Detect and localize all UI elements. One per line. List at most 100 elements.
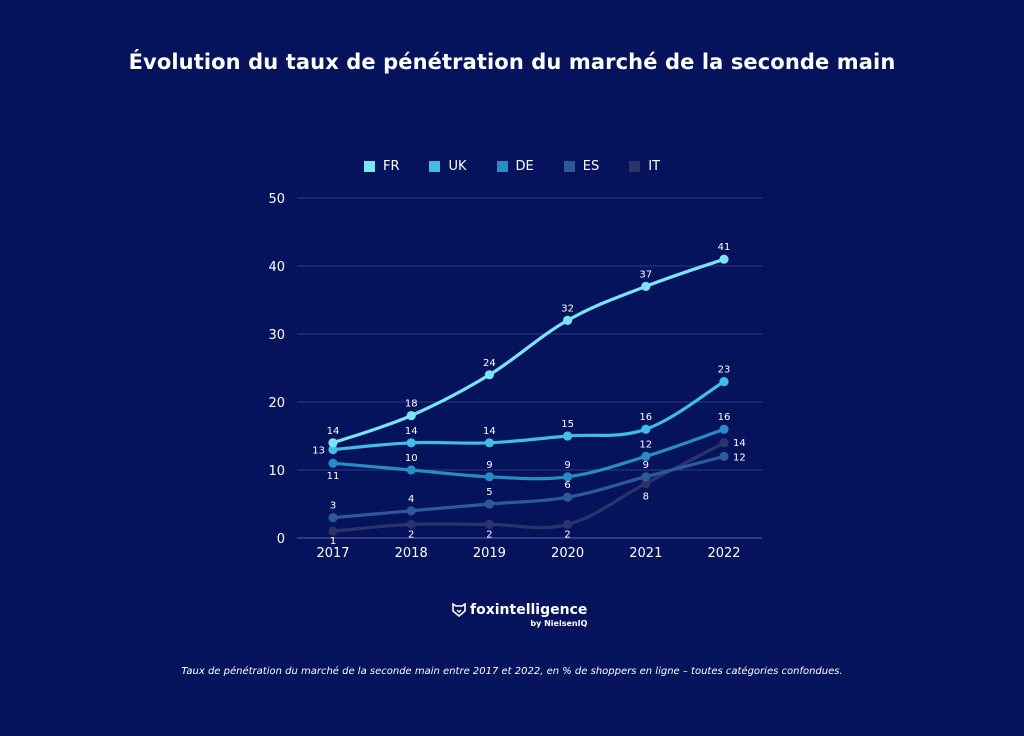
data-label: 12 bbox=[639, 439, 652, 450]
data-label: 5 bbox=[486, 487, 492, 498]
data-point bbox=[406, 519, 416, 530]
x-tick-label: 2019 bbox=[473, 546, 506, 561]
logo-name: foxintelligence bbox=[470, 602, 588, 618]
data-point bbox=[641, 424, 651, 434]
legend-swatch bbox=[629, 161, 641, 172]
foxintelligence-logo: foxintelligence by NielsenIQ bbox=[452, 602, 587, 628]
data-point bbox=[719, 377, 729, 387]
data-label: 8 bbox=[643, 492, 649, 503]
data-point bbox=[484, 472, 494, 482]
data-label: 23 bbox=[718, 365, 731, 376]
data-label: 14 bbox=[733, 438, 746, 449]
data-point bbox=[563, 519, 573, 530]
data-label: 9 bbox=[486, 460, 492, 471]
x-tick-label: 2022 bbox=[707, 546, 740, 561]
data-point bbox=[641, 281, 651, 291]
y-tick-label: 20 bbox=[268, 396, 285, 411]
data-point bbox=[641, 479, 651, 489]
legend-swatch bbox=[496, 161, 508, 172]
legend-swatch bbox=[563, 161, 575, 172]
data-point bbox=[563, 492, 573, 502]
series-es bbox=[328, 451, 729, 523]
series-line bbox=[331, 427, 726, 481]
data-point bbox=[328, 445, 338, 455]
data-label: 16 bbox=[639, 412, 652, 423]
data-point bbox=[484, 499, 494, 509]
legend-item-uk: UK bbox=[429, 159, 467, 174]
y-tick-label: 30 bbox=[268, 328, 285, 343]
data-label: 9 bbox=[643, 460, 649, 471]
data-label: 2 bbox=[408, 529, 414, 540]
data-label: 14 bbox=[483, 426, 496, 437]
data-point bbox=[406, 506, 416, 516]
data-point bbox=[641, 472, 651, 482]
legend-swatch bbox=[363, 161, 375, 172]
y-tick-label: 0 bbox=[277, 532, 285, 547]
data-label: 10 bbox=[405, 453, 418, 464]
data-label: 16 bbox=[718, 412, 731, 423]
data-label: 2 bbox=[564, 529, 570, 540]
data-label: 15 bbox=[561, 419, 574, 430]
data-point bbox=[719, 451, 729, 461]
legend-label: DE bbox=[515, 159, 534, 174]
y-tick-label: 40 bbox=[268, 260, 285, 275]
x-tick-label: 2020 bbox=[551, 546, 584, 561]
data-label: 9 bbox=[564, 460, 570, 471]
data-point bbox=[484, 438, 494, 448]
chart-legend: FR UK DE ES IT bbox=[0, 159, 1024, 174]
legend-label: UK bbox=[448, 159, 467, 174]
series-line bbox=[331, 257, 726, 445]
data-point bbox=[406, 465, 416, 475]
data-label: 18 bbox=[405, 399, 418, 410]
x-tick-label: 2021 bbox=[629, 546, 662, 561]
data-point bbox=[641, 451, 651, 461]
data-label: 13 bbox=[312, 446, 325, 457]
series-it bbox=[328, 438, 729, 536]
y-tick-label: 50 bbox=[268, 192, 285, 207]
data-point bbox=[328, 526, 338, 536]
data-label: 6 bbox=[564, 480, 570, 491]
data-point bbox=[719, 438, 729, 448]
data-point bbox=[719, 254, 729, 264]
legend-label: IT bbox=[648, 159, 661, 174]
data-point bbox=[328, 458, 338, 468]
series-uk bbox=[328, 377, 729, 455]
data-point bbox=[484, 370, 494, 380]
data-label: 12 bbox=[733, 452, 746, 463]
data-label: 11 bbox=[327, 471, 340, 482]
fox-icon bbox=[452, 603, 466, 617]
data-point bbox=[484, 519, 494, 530]
logo-byline: by NielsenIQ bbox=[530, 619, 588, 628]
data-point bbox=[328, 438, 338, 448]
data-label: 41 bbox=[718, 242, 731, 253]
legend-item-it: IT bbox=[629, 159, 660, 174]
legend-swatch bbox=[429, 161, 441, 172]
x-tick-label: 2018 bbox=[395, 546, 428, 561]
data-point bbox=[563, 472, 573, 482]
data-label: 37 bbox=[639, 269, 652, 280]
data-label: 32 bbox=[561, 303, 574, 314]
chart-title: Évolution du taux de pénétration du marc… bbox=[128, 50, 896, 74]
series-fr bbox=[328, 254, 729, 448]
data-label: 3 bbox=[330, 501, 336, 512]
legend-item-es: ES bbox=[563, 159, 600, 174]
series-de bbox=[328, 424, 729, 482]
data-point bbox=[406, 438, 416, 448]
legend-label: ES bbox=[582, 159, 600, 174]
data-label: 2 bbox=[486, 529, 492, 540]
series-line bbox=[331, 454, 726, 520]
legend-label: FR bbox=[382, 159, 400, 174]
data-point bbox=[563, 431, 573, 441]
data-point bbox=[406, 411, 416, 421]
chart-caption: Taux de pénétration du marché de la seco… bbox=[181, 666, 843, 677]
series-line bbox=[331, 441, 726, 533]
data-label: 1 bbox=[330, 536, 336, 547]
series-line bbox=[331, 380, 726, 452]
data-label: 4 bbox=[408, 494, 414, 505]
data-label: 14 bbox=[327, 426, 340, 437]
data-point bbox=[719, 424, 729, 434]
y-tick-label: 10 bbox=[268, 464, 285, 479]
data-point bbox=[563, 315, 573, 325]
legend-item-de: DE bbox=[496, 159, 534, 174]
